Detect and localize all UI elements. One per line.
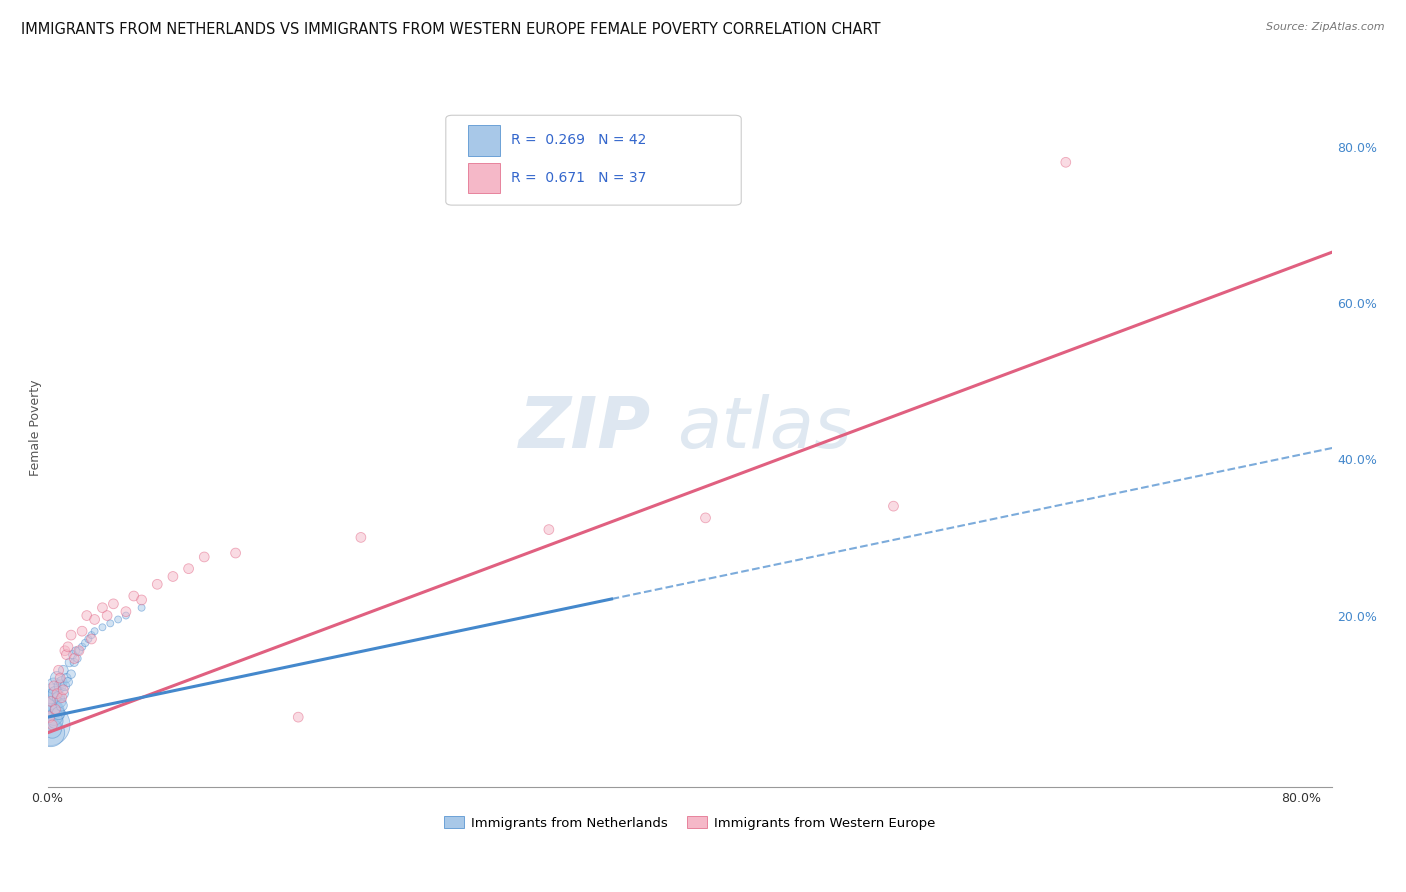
- Point: [75, 636, 97, 650]
- Point: [122, 589, 145, 603]
- Point: [131, 600, 153, 615]
- Point: [46, 702, 69, 716]
- Point: [46, 671, 69, 685]
- Point: [42, 710, 65, 724]
- Point: [44, 687, 66, 701]
- Point: [51, 690, 73, 705]
- Point: [537, 523, 560, 537]
- Point: [60, 667, 83, 681]
- Point: [103, 597, 125, 611]
- Point: [44, 702, 66, 716]
- Point: [67, 644, 90, 658]
- Point: [107, 612, 129, 626]
- FancyBboxPatch shape: [446, 115, 741, 205]
- Point: [42, 679, 65, 693]
- Point: [42, 679, 65, 693]
- Point: [67, 644, 90, 658]
- Point: [58, 656, 80, 670]
- Point: [38, 694, 60, 708]
- Point: [44, 714, 66, 728]
- Point: [38, 718, 60, 732]
- Point: [63, 656, 86, 670]
- Point: [41, 718, 63, 732]
- Point: [70, 624, 93, 639]
- Point: [41, 722, 63, 736]
- Point: [48, 690, 70, 705]
- Point: [52, 687, 75, 701]
- Point: [63, 651, 86, 665]
- Point: [39, 726, 62, 740]
- Point: [52, 682, 75, 697]
- Point: [98, 616, 121, 631]
- Point: [80, 628, 103, 642]
- Point: [55, 671, 77, 685]
- Text: atlas: atlas: [678, 393, 852, 463]
- Point: [695, 511, 717, 525]
- Point: [162, 569, 184, 583]
- Point: [49, 694, 72, 708]
- Point: [882, 499, 904, 513]
- Point: [225, 546, 247, 560]
- Point: [51, 698, 73, 713]
- Point: [60, 628, 83, 642]
- Point: [56, 675, 79, 690]
- Point: [76, 608, 98, 623]
- Point: [193, 549, 215, 564]
- Point: [48, 663, 70, 677]
- Bar: [468, 162, 499, 193]
- Point: [49, 679, 72, 693]
- Text: Source: ZipAtlas.com: Source: ZipAtlas.com: [1267, 22, 1385, 32]
- Point: [39, 702, 62, 716]
- Y-axis label: Female Poverty: Female Poverty: [30, 380, 42, 476]
- Point: [62, 648, 84, 662]
- Text: R =  0.269   N = 42: R = 0.269 N = 42: [512, 134, 647, 147]
- Legend: Immigrants from Netherlands, Immigrants from Western Europe: Immigrants from Netherlands, Immigrants …: [439, 811, 941, 835]
- Text: IMMIGRANTS FROM NETHERLANDS VS IMMIGRANTS FROM WESTERN EUROPE FEMALE POVERTY COR: IMMIGRANTS FROM NETHERLANDS VS IMMIGRANT…: [21, 22, 880, 37]
- Point: [177, 562, 200, 576]
- Point: [115, 608, 138, 623]
- Point: [1054, 155, 1077, 169]
- Point: [83, 612, 105, 626]
- Point: [77, 632, 100, 646]
- Point: [66, 651, 89, 665]
- Point: [350, 530, 373, 544]
- Point: [70, 640, 93, 654]
- Point: [46, 687, 69, 701]
- Point: [39, 687, 62, 701]
- Point: [52, 663, 75, 677]
- Point: [55, 648, 77, 662]
- Point: [49, 671, 72, 685]
- Point: [53, 644, 76, 658]
- Point: [146, 577, 169, 591]
- Text: R =  0.671   N = 37: R = 0.671 N = 37: [512, 170, 647, 185]
- Point: [83, 624, 105, 639]
- Point: [39, 694, 62, 708]
- Point: [115, 605, 138, 619]
- Point: [91, 600, 114, 615]
- Point: [80, 632, 103, 646]
- Bar: [468, 125, 499, 155]
- Point: [96, 608, 118, 623]
- Point: [51, 675, 73, 690]
- Text: ZIP: ZIP: [519, 393, 651, 463]
- Point: [287, 710, 309, 724]
- Point: [65, 644, 87, 658]
- Point: [41, 690, 63, 705]
- Point: [91, 620, 114, 634]
- Point: [38, 710, 60, 724]
- Point: [53, 679, 76, 693]
- Point: [56, 640, 79, 654]
- Point: [38, 706, 60, 721]
- Point: [131, 593, 153, 607]
- Point: [48, 706, 70, 721]
